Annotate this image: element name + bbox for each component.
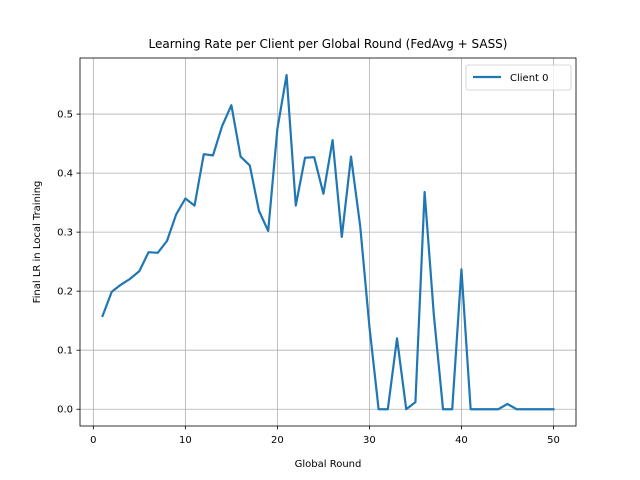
y-tick-label: 0.4 [57, 169, 73, 180]
x-axis-label: Global Round [295, 459, 362, 470]
x-tick-label: 40 [455, 435, 468, 446]
series-group [101, 74, 555, 411]
legend: Client 0 [465, 64, 572, 91]
chart-title: Learning Rate per Client per Global Roun… [149, 37, 508, 51]
y-tick-label: 0.1 [57, 346, 73, 357]
plot-frame [79, 57, 577, 427]
x-tick-label: 50 [547, 435, 560, 446]
x-axis-ticks: 0 10 20 30 40 50 [90, 426, 560, 446]
y-tick-label: 0.2 [57, 287, 73, 298]
legend-box [465, 64, 572, 91]
y-tick-label: 0.5 [57, 110, 73, 121]
legend-label-client-0: Client 0 [510, 73, 549, 84]
y-tick-label: 0.0 [57, 405, 73, 416]
x-tick-label: 0 [90, 435, 96, 446]
y-axis-label: Final LR in Local Training [32, 181, 43, 304]
y-tick-label: 0.3 [57, 228, 73, 239]
series-line-client-0 [101, 74, 555, 411]
x-tick-label: 20 [271, 435, 284, 446]
y-axis-ticks: 0.0 0.1 0.2 0.3 0.4 0.5 [57, 110, 80, 416]
x-tick-label: 30 [363, 435, 376, 446]
x-tick-label: 10 [179, 435, 192, 446]
